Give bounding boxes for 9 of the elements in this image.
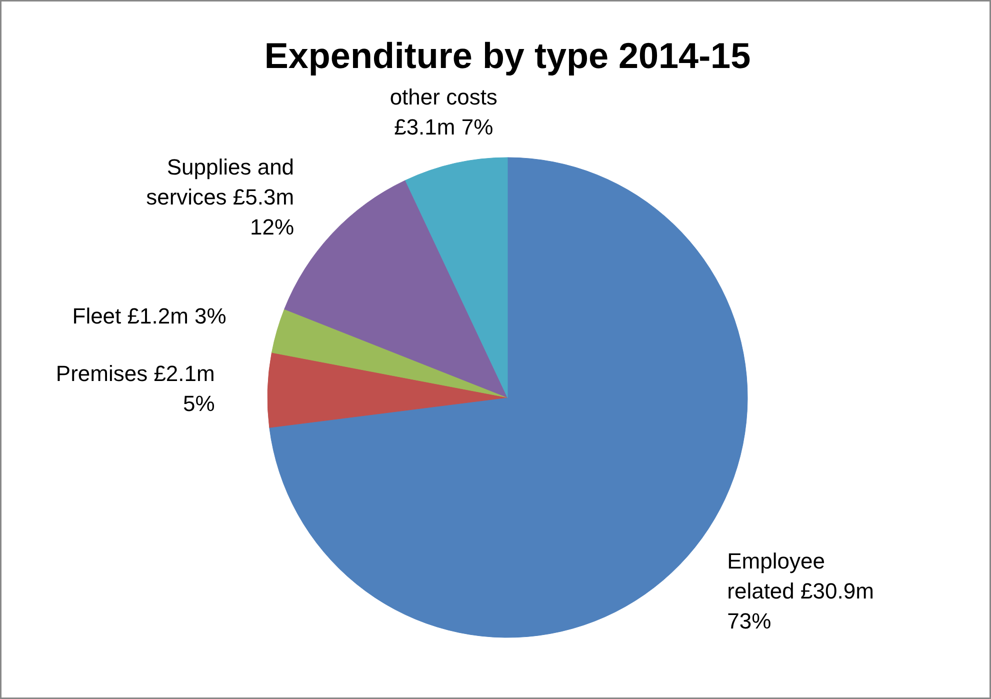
- slice-label: Premises £2.1m: [56, 360, 215, 386]
- data-label: 73%: [727, 608, 772, 634]
- data-label: 12%: [250, 214, 294, 240]
- slice-label: other costs £3.1m 7%: [390, 84, 498, 140]
- data-label: 5%: [183, 390, 215, 416]
- slice-label: Supplies and services £5.3m: [146, 154, 294, 210]
- chart-title: Expenditure by type 2014-15: [264, 35, 751, 76]
- slice-label: Fleet £1.2m 3%: [72, 303, 226, 328]
- slice-label: Employee related £30.9m: [727, 548, 874, 604]
